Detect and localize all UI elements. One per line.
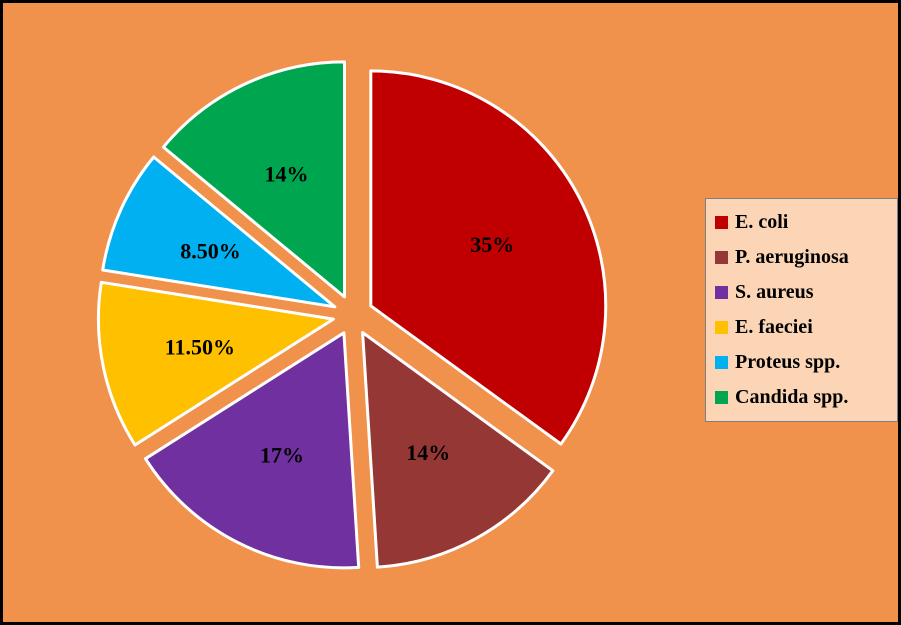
legend-label-e-faeciei: E. faeciei <box>735 316 813 338</box>
legend-item-s-aureus: S. aureus <box>715 280 888 305</box>
legend-swatch-e-coli <box>715 216 728 229</box>
pie-slice-s-aureus <box>144 331 361 570</box>
legend-swatch-candida-spp <box>715 391 728 404</box>
legend-item-e-coli: E. coli <box>715 210 888 235</box>
pie-slice-p-aeruginosa <box>361 331 555 569</box>
legend-label-e-coli: E. coli <box>735 211 789 233</box>
pie-slice-candida-spp <box>161 60 346 299</box>
pie-slice-e-coli <box>369 69 608 446</box>
slice-label-proteus-spp: 8.50% <box>180 239 241 264</box>
slice-label-e-faeciei: 11.50% <box>165 335 235 360</box>
slice-label-p-aeruginosa: 14% <box>406 440 450 465</box>
legend-item-p-aeruginosa: P. aeruginosa <box>715 245 888 270</box>
legend-swatch-p-aeruginosa <box>715 251 728 264</box>
legend-label-s-aureus: S. aureus <box>735 281 814 303</box>
legend-label-candida-spp: Candida spp. <box>735 386 849 408</box>
legend-swatch-s-aureus <box>715 286 728 299</box>
chart-legend: E. coli P. aeruginosa S. aureus E. faeciei P… <box>705 198 898 422</box>
legend-label-proteus-spp: Proteus spp. <box>735 351 841 373</box>
legend-item-proteus-spp: Proteus spp. <box>715 350 888 375</box>
slice-label-candida-spp: 14% <box>265 162 309 187</box>
legend-item-candida-spp: Candida spp. <box>715 385 888 410</box>
pie-chart: 35% 14% 17% 11.50% 8.50% 14% <box>96 60 608 570</box>
legend-label-p-aeruginosa: P. aeruginosa <box>735 246 849 268</box>
legend-item-e-faeciei: E. faeciei <box>715 315 888 340</box>
slice-label-e-coli: 35% <box>470 232 514 257</box>
pie-slice-e-faeciei <box>96 280 335 447</box>
legend-swatch-e-faeciei <box>715 321 728 334</box>
legend-swatch-proteus-spp <box>715 356 728 369</box>
pie-slice-proteus-spp <box>101 155 337 309</box>
slice-label-s-aureus: 17% <box>260 442 304 467</box>
